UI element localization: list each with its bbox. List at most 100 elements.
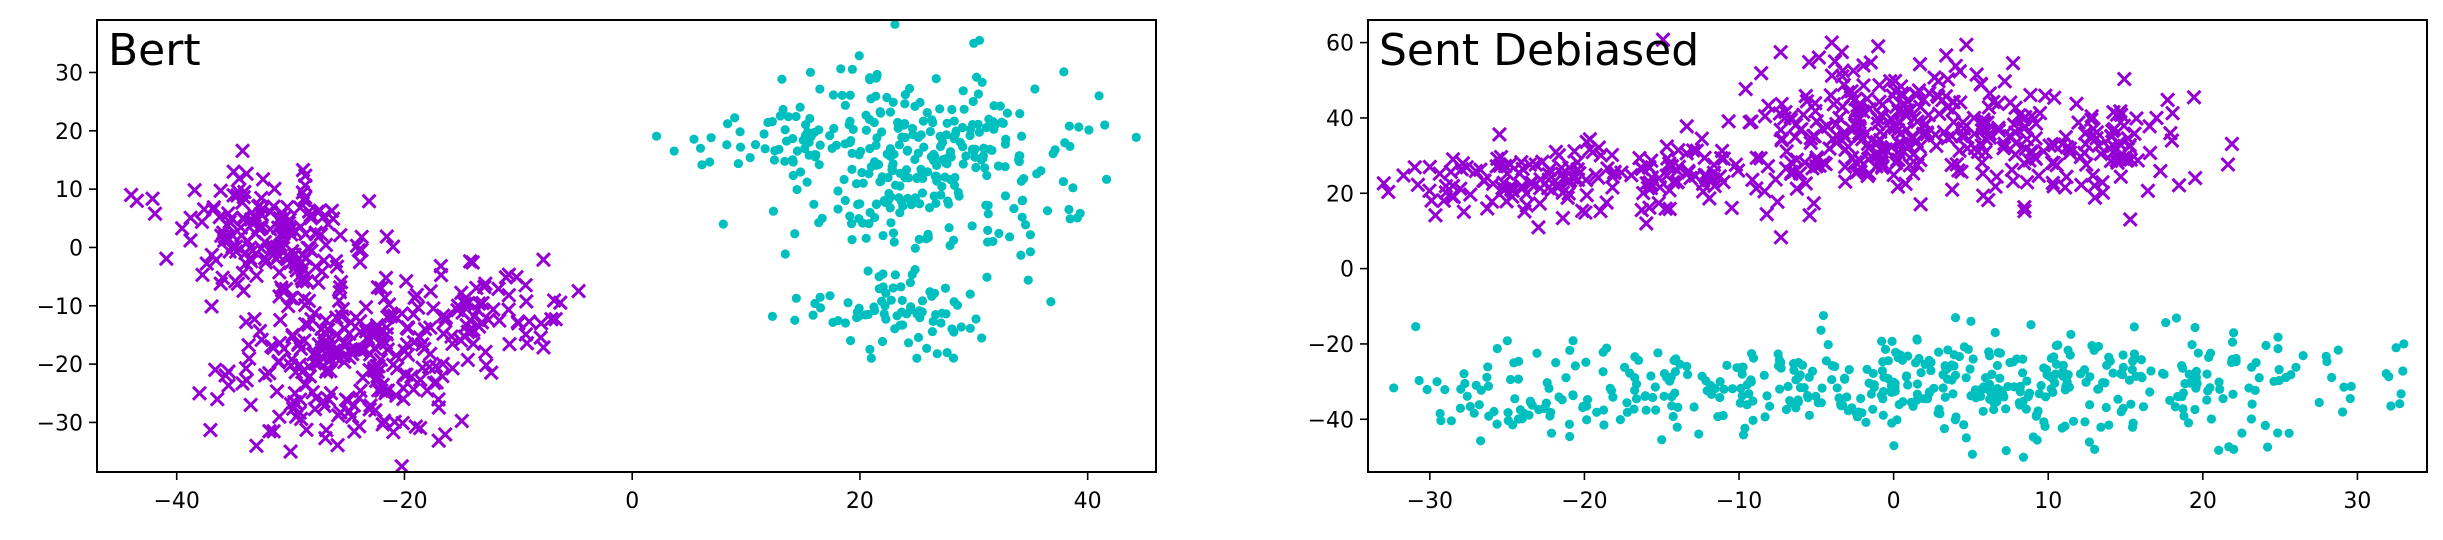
scatter-point-x bbox=[243, 397, 259, 413]
scatter-point-x bbox=[468, 280, 484, 296]
scatter-point-x bbox=[1973, 76, 1989, 92]
scatter-point-dot bbox=[806, 131, 816, 142]
scatter-point-x bbox=[1773, 229, 1789, 245]
scatter-point-dot bbox=[1503, 408, 1513, 418]
scatter-point-dot bbox=[1682, 369, 1693, 380]
scatter-point-x bbox=[1939, 99, 1956, 116]
scatter-point-x bbox=[388, 347, 404, 364]
scatter-point-dot bbox=[1525, 396, 1535, 406]
scatter-point-dot bbox=[1659, 391, 1669, 401]
scatter-point-dot bbox=[949, 134, 959, 144]
scatter-point-dot bbox=[1510, 394, 1520, 404]
scatter-point-x bbox=[271, 409, 287, 425]
scatter-point-x bbox=[353, 242, 370, 258]
scatter-point-x bbox=[1826, 96, 1842, 112]
scatter-point-dot bbox=[1912, 395, 1922, 405]
scatter-point-x bbox=[1921, 85, 1937, 101]
scatter-point-dot bbox=[1933, 408, 1943, 418]
scatter-point-x bbox=[1701, 190, 1717, 207]
scatter-point-x bbox=[2117, 149, 2133, 165]
scatter-point-dot bbox=[905, 278, 915, 288]
scatter-point-dot bbox=[851, 179, 862, 189]
scatter-point-dot bbox=[903, 173, 914, 183]
scatter-point-dot bbox=[840, 100, 850, 110]
scatter-point-dot bbox=[1737, 369, 1747, 379]
scatter-point-x bbox=[1455, 155, 1471, 171]
scatter-point-dot bbox=[971, 162, 981, 173]
scatter-point-dot bbox=[1509, 358, 1519, 368]
scatter-point-dot bbox=[2228, 328, 2239, 338]
scatter-point-dot bbox=[2051, 341, 2061, 351]
scatter-point-dot bbox=[973, 119, 983, 129]
scatter-point-dot bbox=[2190, 322, 2200, 333]
scatter-point-dot bbox=[897, 295, 907, 306]
scatter-point-dot bbox=[1131, 132, 1141, 142]
scatter-point-dot bbox=[1564, 419, 1575, 429]
scatter-point-dot bbox=[888, 159, 898, 169]
scatter-point-dot bbox=[1689, 402, 1699, 412]
scatter-point-dot bbox=[2333, 345, 2343, 355]
scatter-point-x bbox=[278, 281, 294, 297]
scatter-point-dot bbox=[1669, 355, 1679, 366]
scatter-point-x bbox=[272, 312, 288, 328]
scatter-point-x bbox=[1757, 183, 1773, 199]
scatter-point-x bbox=[1852, 102, 1868, 118]
scatter-point-dot bbox=[767, 311, 778, 321]
scatter-point-x bbox=[351, 242, 367, 258]
scatter-point-x bbox=[1679, 118, 1695, 134]
scatter-point-dot bbox=[886, 295, 896, 305]
scatter-point-x bbox=[454, 413, 470, 429]
scatter-point-x bbox=[2152, 163, 2168, 179]
scatter-point-dot bbox=[1000, 139, 1011, 149]
scatter-point-dot bbox=[1773, 361, 1784, 371]
scatter-point-dot bbox=[1014, 151, 1024, 161]
scatter-point-dot bbox=[2183, 418, 2194, 428]
scatter-point-dot bbox=[1598, 367, 1608, 377]
scatter-point-x bbox=[332, 227, 348, 243]
scatter-point-dot bbox=[745, 153, 755, 163]
scatter-point-x bbox=[2113, 169, 2129, 185]
scatter-point-dot bbox=[1715, 376, 1725, 387]
scatter-point-dot bbox=[2339, 382, 2349, 392]
scatter-point-dot bbox=[1748, 353, 1759, 363]
scatter-point-dot bbox=[886, 218, 896, 228]
scatter-point-x bbox=[1898, 176, 1914, 192]
scatter-point-dot bbox=[897, 307, 907, 317]
scatter-point-x bbox=[1824, 68, 1840, 84]
scatter-point-x bbox=[2112, 103, 2128, 119]
scatter-point-dot bbox=[965, 323, 975, 334]
scatter-point-x bbox=[1716, 151, 1732, 167]
scatter-point-x bbox=[1909, 157, 1925, 173]
scatter-point-x bbox=[1749, 150, 1765, 166]
scatter-point-x bbox=[320, 216, 336, 232]
scatter-point-dot bbox=[1615, 415, 1625, 425]
scatter-point-dot bbox=[815, 140, 825, 150]
scatter-point-dot bbox=[1483, 362, 1493, 372]
scatter-point-x bbox=[311, 355, 327, 372]
scatter-point-dot bbox=[2229, 444, 2239, 454]
scatter-point-dot bbox=[1475, 436, 1486, 446]
scatter-point-x bbox=[351, 418, 367, 434]
scatter-point-x bbox=[1555, 185, 1571, 201]
scatter-point-x bbox=[571, 283, 587, 299]
scatter-point-dot bbox=[1582, 401, 1592, 411]
scatter-point-dot bbox=[1568, 390, 1578, 400]
scatter-point-dot bbox=[2015, 400, 2025, 410]
scatter-point-x bbox=[239, 166, 255, 182]
scatter-point-dot bbox=[898, 320, 908, 330]
scatter-point-x bbox=[332, 279, 348, 295]
scatter-point-dot bbox=[1992, 360, 2003, 371]
scatter-point-x bbox=[187, 182, 203, 198]
scatter-point-dot bbox=[1672, 422, 1682, 432]
scatter-point-dot bbox=[1807, 366, 1818, 376]
scatter-point-x bbox=[491, 312, 507, 329]
scatter-point-dot bbox=[1489, 406, 1499, 417]
scatter-point-dot bbox=[777, 74, 787, 84]
scatter-point-x bbox=[378, 270, 394, 286]
scatter-point-x bbox=[460, 352, 476, 368]
scatter-point-x bbox=[1997, 73, 2013, 89]
scatter-point-x bbox=[373, 280, 389, 296]
scatter-point-x bbox=[1919, 126, 1935, 142]
scatter-point-dot bbox=[1025, 230, 1036, 240]
scatter-point-dot bbox=[2171, 313, 2182, 323]
